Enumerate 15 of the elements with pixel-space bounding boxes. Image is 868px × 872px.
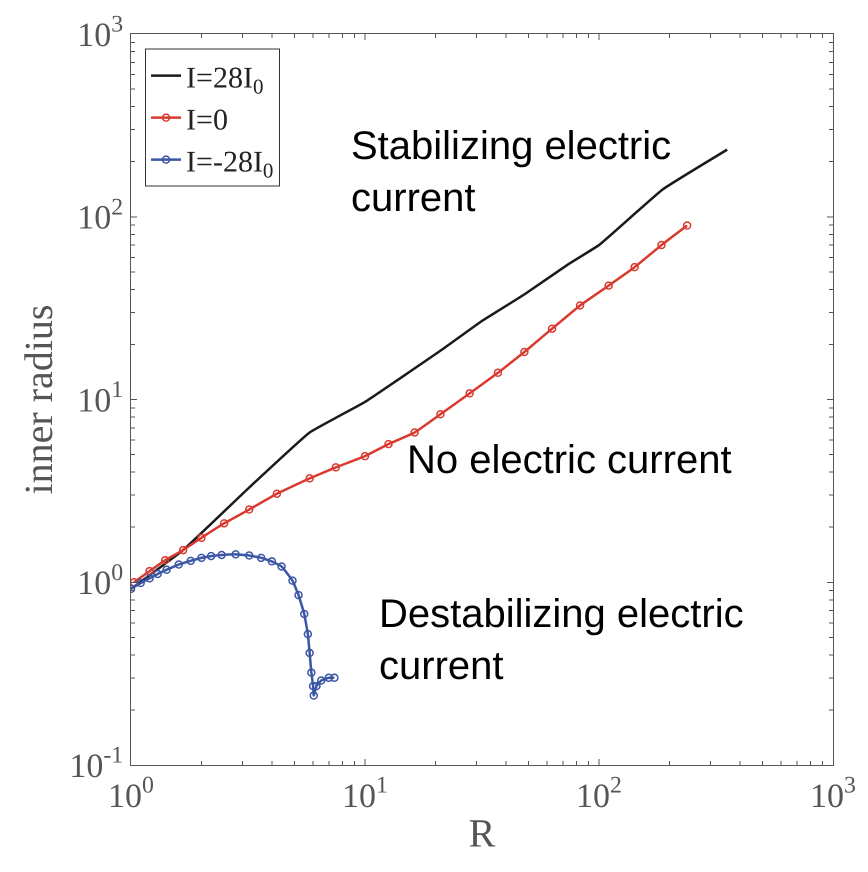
legend-label: I=28I$_{0}$ <box>186 61 264 99</box>
y-tick-label: 10$^{3}$ <box>77 12 124 54</box>
x-tick-label: 10$^{2}$ <box>576 772 622 815</box>
annotation: Destabilizing electric current <box>379 592 744 688</box>
x-axis-title: R <box>468 810 496 856</box>
y-axis-title: inner radius <box>16 304 61 494</box>
y-tick-label: 10$^{2}$ <box>77 194 124 237</box>
x-tick-label: 10$^{3}$ <box>810 772 856 815</box>
x-tick-label: 10$^{1}$ <box>342 772 388 815</box>
annotation: Stabilizing electric current <box>351 124 672 220</box>
legend-label: I=-28I$_{0}$ <box>186 145 274 183</box>
y-tick-label: 10$^{1}$ <box>77 377 124 420</box>
legend-label: I=0 <box>186 103 228 136</box>
annotation: No electric current <box>407 438 732 482</box>
y-tick-label: 10$^{0}$ <box>77 560 124 602</box>
